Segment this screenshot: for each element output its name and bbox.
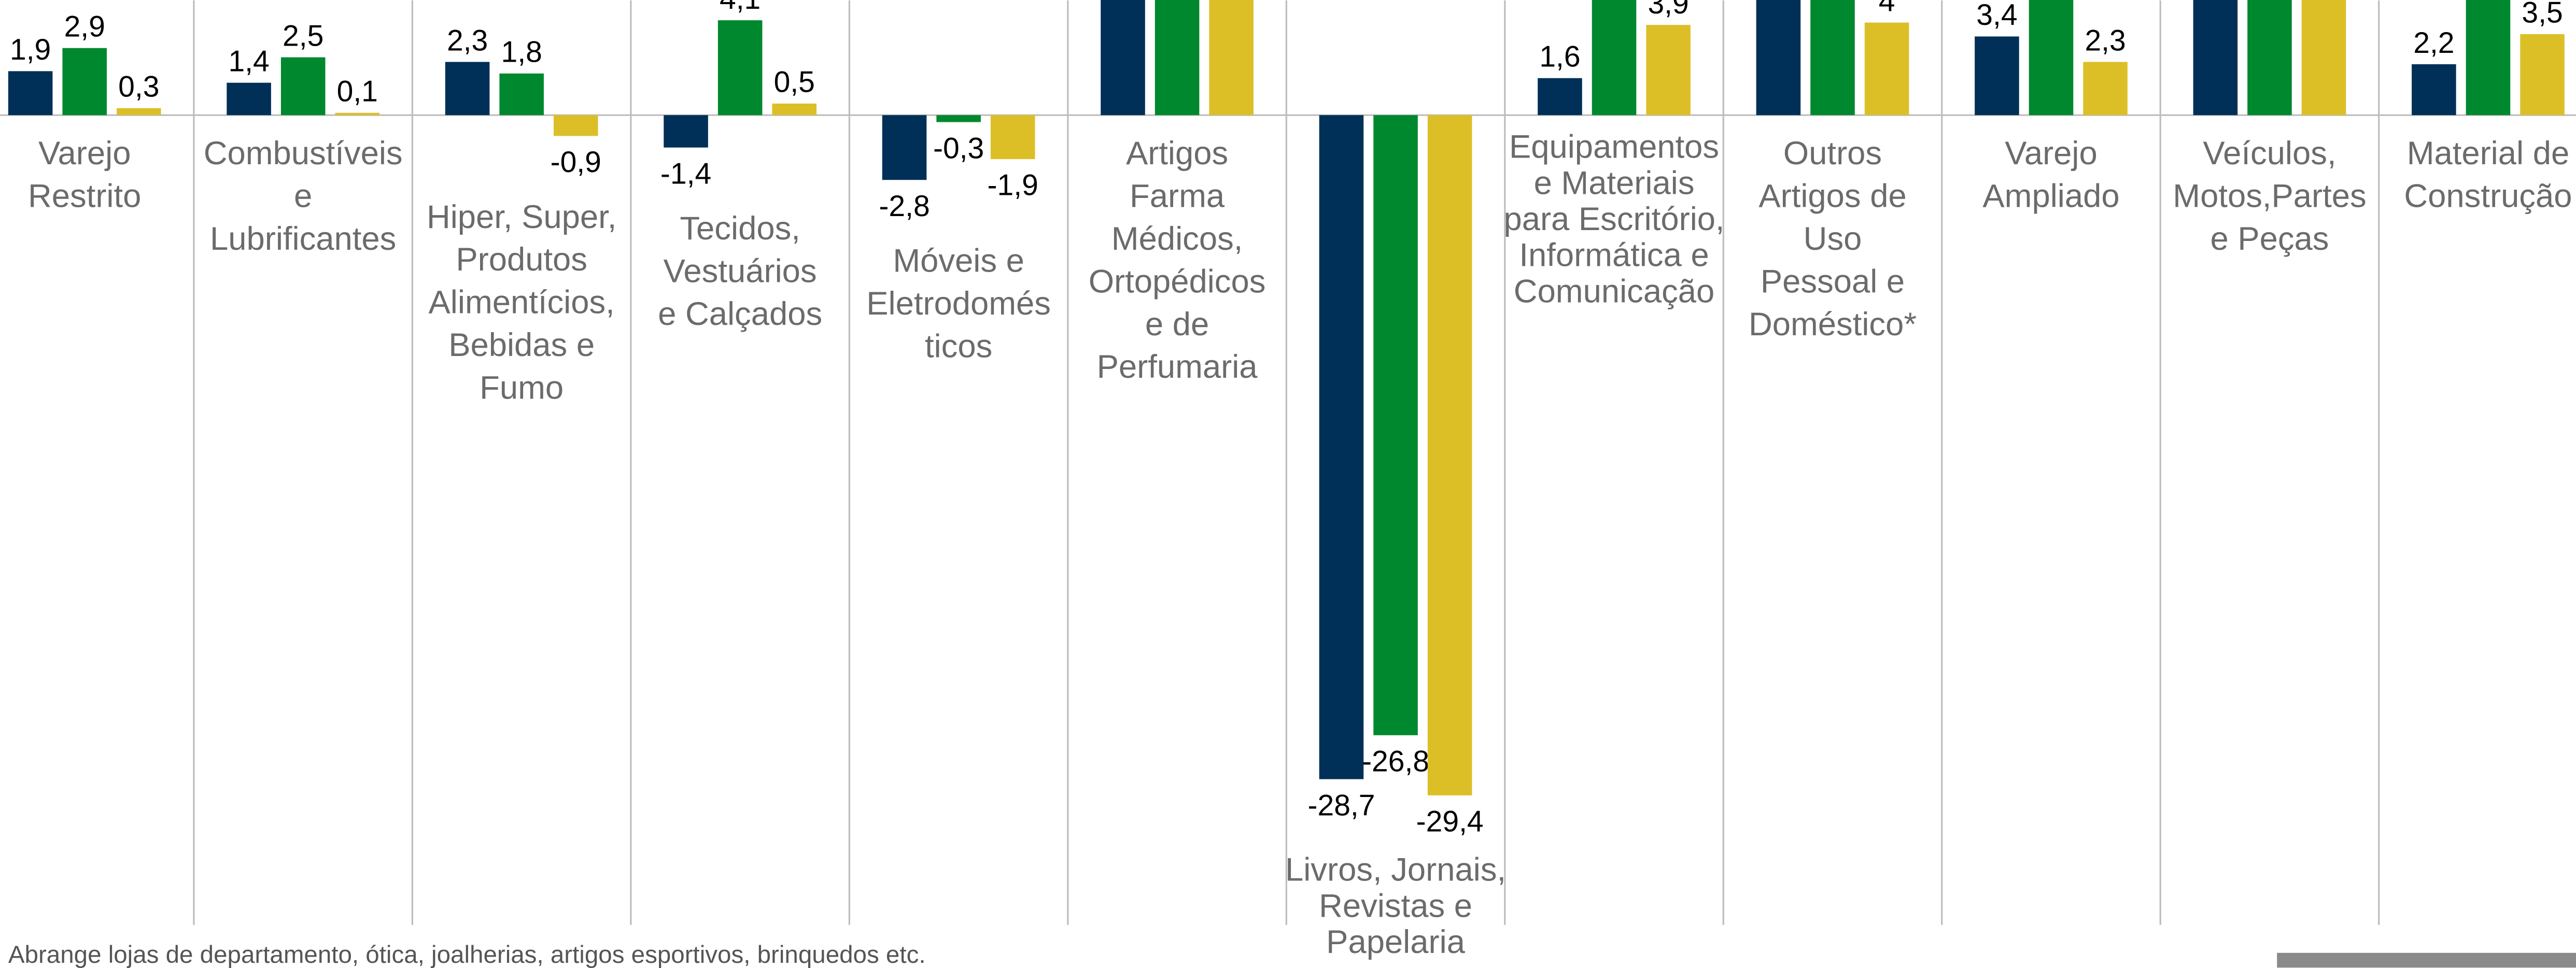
value-label: 4,1 [720,0,761,16]
bar [445,62,490,116]
bar [2083,62,2128,116]
bar [1373,115,1418,735]
value-label: 2,3 [2085,24,2125,57]
bar [553,115,598,136]
bar [62,48,107,116]
value-label: -1,4 [660,157,711,190]
category-label: Móveis e Eletrodomés ticos [866,243,1051,365]
bar [335,112,380,116]
category-label: Varejo Restrito [28,135,141,214]
bar [664,115,708,148]
value-label: 3,4 [1976,0,2017,32]
bar [1810,0,1855,116]
bar [1319,115,1364,779]
value-label: 2,9 [64,10,105,44]
bar [772,103,817,116]
bar [1101,0,1145,116]
decor-bar [2277,952,2576,968]
bar [227,82,271,116]
value-label: -1,9 [988,169,1038,202]
bar [2301,0,2346,116]
bar [1538,78,1582,116]
category-label: Equipamentos e Materiais para Escritório, I… [1503,129,1724,310]
bar [2520,34,2565,116]
value-label: 1,9 [10,33,51,66]
bar [1155,0,1200,116]
value-label: 3,5 [2522,0,2563,30]
value-label: 2,3 [447,24,488,57]
value-label: 2,5 [283,19,323,52]
bar [1592,0,1637,116]
bar [499,73,544,116]
category-label: Hiper, Super, Produtos Alimentícios, Bebida… [427,199,616,406]
category-label: Combustíveis e Lubrificantes [204,135,403,257]
category-label: Artigos Farma Médicos, Ortopédicos e de Perfu… [1089,135,1266,385]
bar [1209,0,1254,116]
bar [280,57,326,116]
value-label: -26,8 [1362,745,1429,778]
bar [2466,0,2511,116]
bar [2247,0,2292,116]
bar [8,71,53,116]
value-label: 1,6 [1539,40,1580,74]
bar [2029,0,2074,116]
bar [882,115,927,180]
value-label: 0,1 [337,75,378,108]
bar [116,108,161,116]
value-label: 1,4 [228,45,269,78]
category-label: Material de Construção [2404,135,2572,214]
bar [1646,25,1691,116]
category-label: Veículos, Motos,Partes e Peças [2173,135,2366,257]
bar [717,20,763,116]
value-label: 4 [1879,0,1895,18]
bar [1975,36,2019,116]
value-label: -28,7 [1307,789,1375,822]
category-label: Tecidos, Vestuários e Calçados [658,210,822,332]
value-label: -0,3 [933,132,984,165]
value-label: 1,8 [501,36,542,69]
category-label: Livros, Jornais, Revistas e Papelaria [1285,852,1506,960]
value-label: 3,9 [1648,0,1688,20]
value-label: 0,5 [774,66,815,99]
bar [936,115,981,122]
bar [990,115,1035,160]
value-label: -0,9 [551,146,601,179]
category-label: Varejo Ampliado [1982,135,2119,214]
bar [1864,22,1909,116]
bar [2412,64,2456,116]
value-label: 2,2 [2413,26,2454,60]
category-label: Outros Artigos de Uso Pessoal e Doméstico* [1749,135,1917,343]
value-label: -29,4 [1416,805,1484,838]
bar [1427,115,1472,795]
value-label: -2,8 [879,190,930,223]
value-label: 0,3 [118,70,159,104]
footnote: Abrange lojas de departamento, ótica, jo… [8,941,926,968]
bar [2193,0,2238,116]
bar [1756,0,1801,116]
